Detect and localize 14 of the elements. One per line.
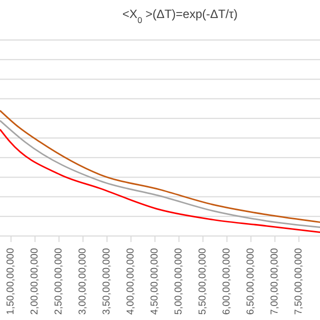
x-tick-label: 2,00,00,00,000	[30, 248, 41, 315]
x-tick-label: 3,50,00,00,000	[101, 248, 112, 315]
x-tick-label: 2,50,00,00,000	[54, 248, 65, 315]
x-tick-label: 7,50,00,00,000	[293, 248, 304, 315]
x-tick-label: 3,00,00,00,000	[78, 248, 88, 315]
x-tick-label: 4,00,00,00,000	[125, 248, 136, 315]
x-tick-label: 6,00,00,00,000	[221, 248, 232, 315]
x-tick-label: 5,00,00,00,000	[173, 248, 184, 315]
x-tick-label: 6,50,00,00,000	[245, 248, 256, 315]
chart-title: <X$_{0}$>(ΔT)=exp(-ΔT/τ)	[122, 7, 238, 25]
x-tick-label: 5,50,00,00,000	[197, 248, 208, 315]
x-tick-label: 7,00,00,00,000	[269, 248, 280, 315]
x-tick-label: 1,50,00,00,000	[6, 248, 17, 315]
x-tick-label: 4,50,00,00,000	[149, 248, 160, 315]
